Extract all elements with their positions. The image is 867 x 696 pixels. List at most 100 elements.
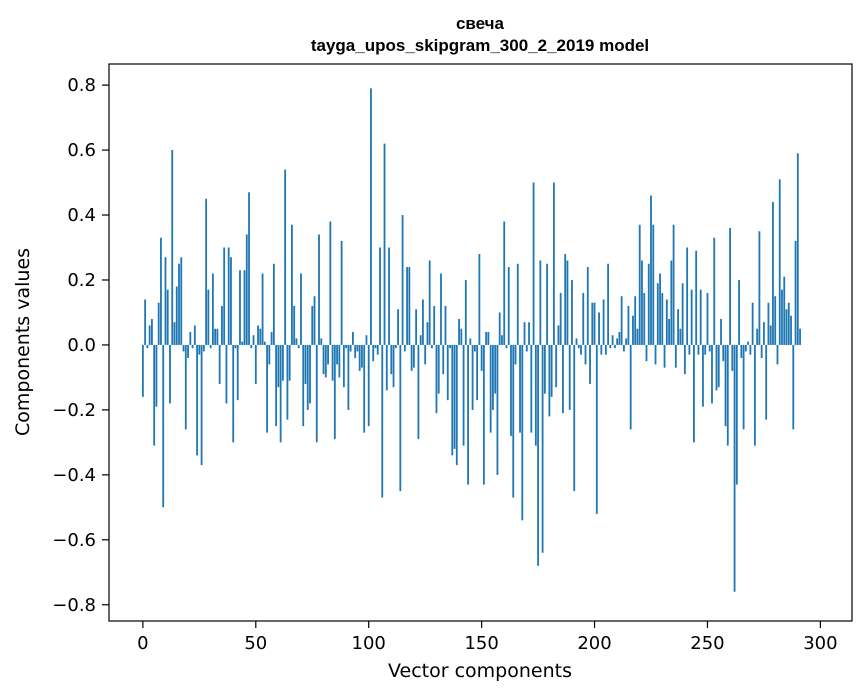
bar [602, 299, 605, 345]
bar [322, 344, 325, 375]
bar [550, 344, 553, 397]
bar [487, 331, 490, 345]
bar [455, 344, 458, 466]
bar [428, 260, 431, 345]
x-tick-label: 0 [137, 633, 148, 654]
bar [733, 344, 736, 592]
bar [672, 224, 675, 345]
bar [799, 328, 801, 345]
bar [501, 335, 503, 345]
bar [336, 344, 338, 365]
bar [731, 344, 734, 371]
bar [449, 344, 451, 349]
bar [519, 344, 521, 433]
bar [460, 328, 463, 345]
bar [232, 344, 235, 443]
bar [394, 344, 397, 349]
bar [257, 325, 259, 345]
bar [577, 344, 580, 349]
bar [383, 143, 386, 345]
bar [376, 344, 379, 355]
bar [284, 169, 287, 345]
bar [503, 221, 506, 345]
bar [313, 296, 316, 345]
bar [562, 344, 564, 414]
bar [279, 344, 282, 443]
bar [704, 344, 707, 355]
bar [367, 344, 370, 427]
bar [173, 322, 176, 345]
bar [744, 344, 747, 352]
bar [790, 315, 792, 345]
bar [410, 344, 413, 371]
bar [607, 263, 609, 345]
bar [365, 335, 368, 345]
bar [674, 344, 677, 368]
bar [342, 344, 345, 388]
y-tick-label: 0.8 [67, 75, 96, 96]
bar [546, 263, 549, 345]
bar [539, 260, 542, 345]
bar [302, 344, 305, 427]
bar [331, 344, 334, 381]
bar [749, 344, 752, 355]
bar [467, 344, 469, 485]
bar [713, 237, 716, 345]
bar [451, 344, 454, 456]
bar [496, 344, 499, 475]
bar [482, 344, 485, 485]
bar [193, 325, 196, 345]
bar [230, 257, 232, 345]
bar [218, 344, 221, 384]
plot-frame [108, 63, 853, 622]
bar [740, 344, 743, 358]
bar [695, 250, 698, 345]
bar [205, 198, 208, 345]
bar [236, 344, 239, 401]
bar [419, 335, 422, 345]
bar [347, 344, 350, 410]
bar [363, 344, 366, 433]
bar [767, 302, 770, 345]
bar [557, 325, 560, 345]
bar [297, 344, 300, 349]
bar [444, 305, 447, 345]
bar [494, 344, 497, 394]
bar [268, 344, 271, 365]
bar [187, 344, 189, 358]
bar [711, 344, 713, 404]
bar [191, 344, 194, 349]
y-tick-label: 0.6 [67, 140, 96, 161]
bar [652, 224, 655, 345]
bar [406, 266, 409, 345]
y-tick-label: 0.0 [67, 335, 96, 356]
bar [354, 344, 357, 358]
bar [708, 344, 711, 352]
bar [478, 254, 481, 345]
bar [442, 344, 445, 375]
bar [338, 344, 341, 378]
bar [151, 318, 153, 345]
y-tick-label: −0.8 [52, 595, 96, 616]
bar [699, 289, 702, 345]
bar [433, 305, 436, 345]
y-tick-label: 0.4 [67, 205, 96, 226]
bar [175, 286, 178, 345]
bar [361, 344, 363, 368]
bar [623, 344, 625, 352]
bar [794, 241, 797, 345]
bar [281, 344, 284, 381]
bar [681, 283, 684, 345]
bar [178, 263, 180, 345]
bar [552, 182, 555, 345]
bar [627, 305, 630, 345]
bar [372, 344, 375, 362]
bar [690, 289, 693, 345]
chart-title: свеча [456, 14, 505, 33]
bar [390, 344, 393, 375]
bar [227, 247, 230, 345]
bar [225, 344, 228, 404]
x-axis-ticks: 0 50 100 150 200 250 300 [137, 621, 838, 654]
bar [756, 328, 759, 345]
bar [180, 257, 183, 345]
